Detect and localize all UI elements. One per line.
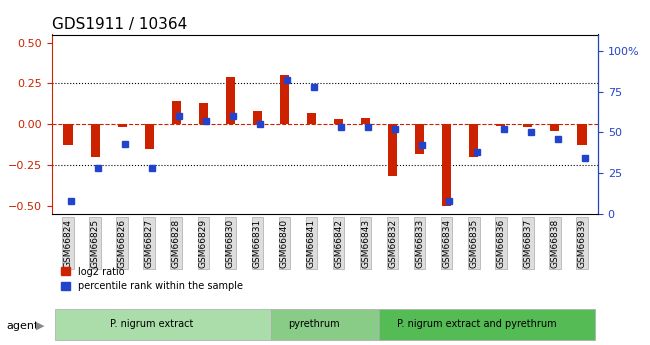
Bar <box>226 77 235 124</box>
Text: pyrethrum: pyrethrum <box>289 319 340 329</box>
Bar <box>550 124 560 131</box>
Bar <box>361 118 370 124</box>
Bar <box>415 124 424 154</box>
Bar <box>577 124 586 145</box>
Text: P. nigrum extract: P. nigrum extract <box>111 319 194 329</box>
FancyBboxPatch shape <box>379 309 595 340</box>
Bar <box>388 124 397 176</box>
Bar <box>144 124 154 149</box>
Legend: log2 ratio, percentile rank within the sample: log2 ratio, percentile rank within the s… <box>57 263 247 295</box>
Text: agent: agent <box>6 321 39 331</box>
Bar <box>280 75 289 124</box>
Bar <box>496 124 506 126</box>
Bar <box>334 119 343 124</box>
Text: ▶: ▶ <box>36 321 44 331</box>
Text: GDS1911 / 10364: GDS1911 / 10364 <box>52 17 187 32</box>
Bar <box>172 101 181 124</box>
Bar <box>307 113 316 124</box>
Bar <box>253 111 262 124</box>
Bar <box>523 124 532 127</box>
Bar <box>442 124 451 206</box>
Bar <box>118 124 127 127</box>
FancyBboxPatch shape <box>55 309 271 340</box>
Bar <box>64 124 73 145</box>
Bar <box>469 124 478 157</box>
Text: P. nigrum extract and pyrethrum: P. nigrum extract and pyrethrum <box>396 319 556 329</box>
Bar <box>90 124 100 157</box>
FancyBboxPatch shape <box>271 309 379 340</box>
Bar <box>199 103 208 124</box>
